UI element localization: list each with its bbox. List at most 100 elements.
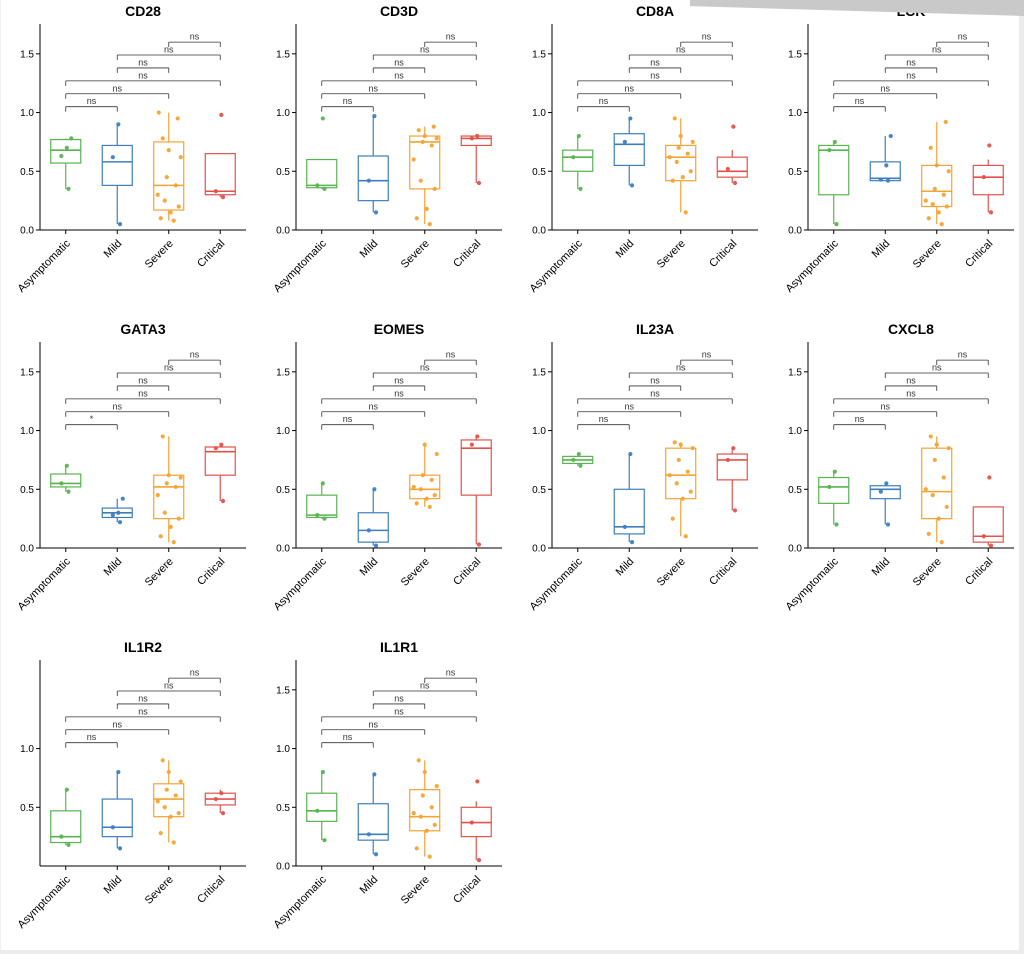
panel-IL1R2: IL1R20.51.0AsymptomaticMildSevereCritica…: [0, 636, 256, 954]
significance-label: ns: [958, 350, 968, 360]
x-tick-label: Severe: [399, 874, 432, 907]
data-point: [432, 125, 436, 129]
data-point: [733, 508, 737, 512]
boxplot-Severe: [154, 434, 184, 544]
data-point: [937, 517, 941, 521]
data-point: [691, 446, 695, 450]
x-tick-label: Severe: [399, 556, 432, 589]
data-point: [315, 809, 319, 813]
data-point: [691, 140, 695, 144]
significance-label: ns: [112, 83, 122, 93]
significance-bracket: ns: [66, 70, 221, 86]
significance-bracket: ns: [169, 32, 221, 48]
data-point: [833, 470, 837, 474]
panel-title: GATA3: [120, 321, 166, 337]
y-tick-label: 0.0: [532, 226, 546, 237]
panel-title: IL23A: [636, 321, 674, 337]
box: [410, 136, 440, 189]
data-point: [924, 199, 928, 203]
data-point: [165, 175, 169, 179]
x-tick-label: Mild: [102, 238, 125, 261]
significance-bracket: ns: [578, 414, 630, 430]
significance-bracket: ns: [578, 388, 733, 404]
data-point: [176, 116, 180, 120]
data-point: [942, 475, 946, 479]
data-point: [419, 487, 423, 491]
boxplot-Critical: [205, 790, 235, 816]
data-point: [367, 832, 371, 836]
panel-title: EOMES: [374, 321, 425, 337]
data-point: [177, 517, 181, 521]
data-point: [940, 222, 944, 226]
y-tick-label: 0.5: [276, 167, 290, 178]
significance-label: ns: [394, 375, 404, 385]
boxplot-Severe: [410, 443, 440, 509]
data-point: [315, 513, 319, 517]
data-point: [827, 148, 831, 152]
boxplot-Asymptomatic: [819, 470, 849, 527]
data-point: [679, 443, 683, 447]
significance-label: ns: [394, 706, 404, 716]
data-point: [578, 187, 582, 191]
significance-label: ns: [446, 668, 456, 678]
data-point: [221, 195, 225, 199]
boxplot-Critical: [461, 779, 491, 862]
significance-label: ns: [368, 83, 378, 93]
significance-label: ns: [906, 57, 916, 67]
boxplot-Mild: [614, 116, 644, 187]
data-point: [167, 148, 171, 152]
x-tick-label: Severe: [655, 556, 688, 589]
significance-label: ns: [599, 414, 609, 424]
data-point: [673, 116, 677, 120]
data-point: [163, 805, 167, 809]
significance-label: ns: [394, 388, 404, 398]
data-point: [322, 517, 326, 521]
data-point: [679, 134, 683, 138]
data-point: [374, 544, 378, 548]
data-point: [675, 160, 679, 164]
data-point: [179, 155, 183, 159]
data-point: [947, 169, 951, 173]
significance-bracket: ns: [66, 706, 221, 722]
data-point: [884, 163, 888, 167]
data-point: [177, 204, 181, 208]
y-tick-label: 0.0: [276, 226, 290, 237]
data-point: [470, 136, 474, 140]
data-point: [214, 446, 218, 450]
boxplot-Mild: [102, 497, 132, 525]
data-point: [66, 187, 70, 191]
y-tick-label: 1.5: [788, 49, 802, 60]
x-tick-label: Mild: [358, 238, 381, 261]
data-point: [628, 452, 632, 456]
significance-bracket: ns: [578, 96, 630, 112]
data-point: [677, 458, 681, 462]
significance-label: ns: [624, 401, 634, 411]
significance-label: *: [90, 414, 94, 424]
boxplot-Mild: [358, 114, 388, 215]
panel-CD8A: CD8A0.00.51.01.5AsymptomaticMildSevereCr…: [512, 0, 768, 318]
data-point: [322, 838, 326, 842]
y-tick-label: 0.5: [276, 485, 290, 496]
significance-label: ns: [368, 719, 378, 729]
significance-label: ns: [87, 96, 97, 106]
data-point: [578, 464, 582, 468]
box: [819, 145, 849, 194]
significance-label: ns: [138, 70, 148, 80]
data-point: [684, 210, 688, 214]
data-point: [623, 140, 627, 144]
data-point: [221, 811, 225, 815]
significance-bracket: ns: [681, 32, 733, 48]
significance-label: ns: [394, 70, 404, 80]
x-tick-label: Mild: [870, 238, 893, 261]
data-point: [159, 216, 163, 220]
y-tick-label: 1.0: [20, 108, 34, 119]
significance-label: ns: [138, 693, 148, 703]
data-point: [423, 443, 427, 447]
data-point: [111, 155, 115, 159]
x-tick-label: Asymptomatic: [16, 873, 74, 931]
box: [614, 134, 644, 166]
y-tick-label: 0.5: [532, 485, 546, 496]
data-point: [989, 210, 993, 214]
data-point: [174, 183, 178, 187]
x-tick-label: Critical: [451, 874, 483, 906]
